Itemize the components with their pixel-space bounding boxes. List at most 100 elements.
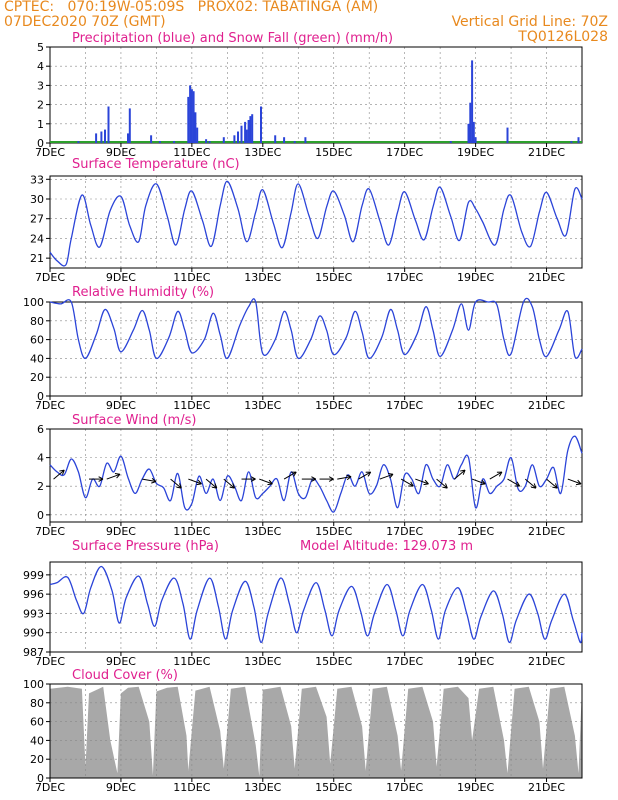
pressure-title: Surface Pressure (hPa): [72, 539, 219, 554]
pressure-line: [49, 565, 583, 644]
precip-bar: [506, 127, 509, 143]
x-tick-label: 11DEC: [173, 399, 210, 412]
humidity-line: [49, 297, 583, 360]
x-tick-label: 9DEC: [106, 399, 136, 412]
y-tick-label: 60: [30, 716, 44, 729]
precip-bar: [208, 141, 211, 143]
y-tick-label: 0: [37, 390, 44, 403]
wind-arrow: [358, 471, 372, 480]
x-tick-label: 15DEC: [315, 399, 352, 412]
x-tick-label: 21DEC: [528, 781, 565, 794]
x-tick-label: 11DEC: [173, 525, 210, 538]
wind-arrow: [507, 478, 521, 487]
y-tick-label: 0: [37, 137, 44, 150]
precip-bar: [570, 141, 573, 143]
y-tick-label: 24: [30, 232, 44, 245]
precip-bar: [293, 141, 296, 143]
precipitation-panel: Precipitation (blue) and Snow Fall (gree…: [35, 31, 583, 159]
y-tick-label: 6: [37, 423, 44, 436]
precip-bar: [187, 96, 190, 143]
wind-arrow: [379, 473, 394, 480]
x-tick-label: 7DEC: [35, 399, 65, 412]
x-tick-label: 15DEC: [315, 781, 352, 794]
header-model: TQ0126L028: [518, 29, 608, 45]
y-tick-label: 27: [30, 213, 44, 226]
wind-arrow: [567, 478, 582, 486]
y-tick-label: 20: [30, 753, 44, 766]
precip-bar: [173, 141, 176, 143]
x-tick-label: 17DEC: [386, 399, 423, 412]
y-tick-label: 0: [37, 509, 44, 522]
temperature-title: Surface Temperature (nC): [72, 157, 240, 172]
wind-frame: [49, 428, 583, 523]
precip-bar: [128, 108, 131, 143]
x-tick-label: 21DEC: [528, 399, 565, 412]
precip-bar: [472, 121, 475, 143]
header-date: 07DEC2020 70Z (GMT): [4, 14, 166, 30]
y-tick-label: 30: [30, 193, 44, 206]
x-tick-label: 15DEC: [315, 271, 352, 284]
precip-bar: [471, 60, 474, 143]
wind-arrow: [205, 478, 218, 489]
precip-bar: [158, 141, 161, 143]
cloud-panel: Cloud Cover (%) 0 20 40 60 80 100 7DEC 9DEC 11DEC…: [23, 668, 583, 794]
x-tick-label: 15DEC: [315, 655, 352, 668]
precip-bar: [251, 114, 254, 143]
wind-arrow: [400, 478, 414, 487]
y-tick-label: 80: [30, 697, 44, 710]
precip-bar: [192, 91, 195, 143]
precip-bar: [189, 85, 192, 143]
precip-bar: [104, 129, 106, 143]
y-tick-label: 80: [30, 315, 44, 328]
y-tick-label: 2: [37, 480, 44, 493]
precip-bar: [274, 135, 277, 143]
humidity-panel: Relative Humidity (%) 0 20 40 60 80 100 7DEC 9DE…: [23, 285, 583, 412]
x-tick-label: 13DEC: [244, 271, 281, 284]
y-tick-label: 990: [23, 627, 44, 640]
x-tick-label: 13DEC: [244, 399, 281, 412]
precip-bar: [205, 139, 208, 143]
wind-arrow: [489, 471, 503, 480]
wind-arrow: [170, 478, 182, 489]
x-tick-label: 19DEC: [457, 655, 494, 668]
x-tick-label: 9DEC: [106, 781, 136, 794]
wind-arrow: [453, 469, 466, 480]
x-tick-label: 7DEC: [35, 146, 65, 159]
cloud-title: Cloud Cover (%): [72, 668, 178, 683]
y-tick-label: 0: [37, 772, 44, 785]
x-tick-label: 19DEC: [457, 271, 494, 284]
x-tick-label: 21DEC: [528, 655, 565, 668]
x-tick-label: 19DEC: [457, 146, 494, 159]
y-tick-label: 999: [23, 569, 44, 582]
precip-bar: [249, 116, 252, 143]
x-tick-label: 19DEC: [457, 525, 494, 538]
wind-title: Surface Wind (m/s): [72, 413, 196, 428]
y-tick-label: 993: [23, 607, 44, 620]
x-tick-label: 17DEC: [386, 781, 423, 794]
y-tick-label: 2: [37, 99, 44, 112]
wind-arrow: [241, 476, 256, 482]
precip-bar: [247, 120, 250, 143]
wind-arrow: [319, 476, 334, 482]
precip-bar: [194, 112, 197, 143]
cloud-frame: [49, 683, 583, 779]
x-tick-label: 13DEC: [244, 781, 281, 794]
wind-arrow: [546, 478, 558, 489]
y-tick-label: 1: [37, 118, 44, 131]
precip-bar: [190, 89, 193, 143]
wind-arrow: [89, 476, 104, 482]
y-tick-label: 5: [37, 41, 44, 54]
precip-bar: [107, 106, 110, 143]
precip-bar: [283, 137, 286, 143]
wind-arrow: [53, 469, 65, 480]
x-tick-label: 13DEC: [244, 525, 281, 538]
precip-bar: [449, 141, 452, 143]
pressure-frame: [49, 561, 583, 653]
x-tick-label: 17DEC: [386, 655, 423, 668]
wind-arrow: [283, 471, 297, 480]
x-tick-label: 17DEC: [386, 271, 423, 284]
x-tick-label: 15DEC: [315, 146, 352, 159]
precip-bar: [474, 137, 477, 143]
x-tick-label: 13DEC: [244, 655, 281, 668]
